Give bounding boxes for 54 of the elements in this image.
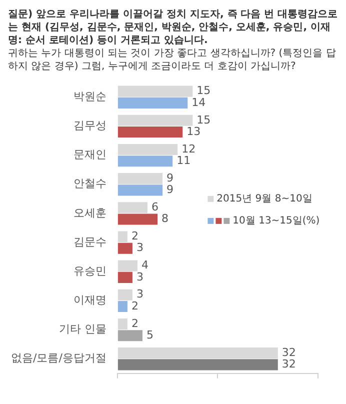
bar [118,289,132,300]
y-tick-label: 박원순 [73,90,106,103]
data-label: 5 [146,328,154,342]
y-tick-label: 유승민 [73,264,106,278]
data-label: 8 [162,212,169,226]
data-label: 9 [166,171,174,184]
bar [118,231,128,242]
y-tick-label: 김무성 [73,119,106,132]
data-label: 2 [131,316,138,330]
legend-label: 10월 13~15일(%) [232,216,320,227]
bar [118,260,138,272]
data-label: 13 [186,124,201,138]
bar [118,359,278,370]
y-tick-label: 이재명 [73,294,106,307]
bar [118,214,158,225]
data-label: 12 [182,142,196,156]
bar [118,86,193,97]
y-tick-label: 안철수 [73,177,106,190]
bar [118,156,173,167]
bar [118,300,128,312]
bar [118,144,178,156]
data-label: 15 [196,84,211,98]
y-tick-label: 기타 인물 [58,322,106,336]
chart-subtitle: 귀하는 누가 대통령이 되는 것이 가장 좋다고 생각하십니까? (특정인을 답하지 않은 경우) 그럼, 누구에게 조금이라도 더 호감이 가십니까? [8,47,337,73]
y-tick-label: 없음/모름/응답거절 [10,352,106,365]
chart-title: 질문) 앞으로 우리나라를 이끌어갈 정치 지도자, 즉 다음 번 대통령감으로는 현재 (김무성, 김문수, 문재인, 박원순, 안철수, 오세훈, 유승민, 이재명: 순서 로테이션) 등이 거론되고 있습니다. [8,8,338,47]
data-label: 2 [131,299,138,312]
data-label: 4 [141,258,148,272]
data-label: 2 [131,230,138,243]
data-label: 6 [152,200,158,214]
data-label: 14 [192,96,206,109]
data-label: 15 [196,113,211,126]
bar [118,126,183,138]
data-label: 3 [136,270,144,284]
bar [118,173,163,184]
data-label: 32 [282,358,296,371]
data-label: 11 [176,154,191,167]
bar [118,272,132,283]
data-label: 32 [282,346,296,359]
bar [118,202,148,214]
y-tick-label: 문재인 [73,148,106,162]
y-tick-label: 김문수 [73,235,106,248]
y-tick-label: 오세훈 [73,206,106,220]
bar [118,348,278,359]
data-label: 3 [136,241,144,254]
data-label: 3 [136,288,144,301]
data-label: 9 [166,183,174,196]
bar [118,114,193,126]
bar [118,184,163,196]
bar [118,97,188,108]
bar [118,330,142,342]
bar [118,318,128,330]
bar [118,242,132,254]
legend-label: 2015년 9월 8~10일 [216,194,312,205]
